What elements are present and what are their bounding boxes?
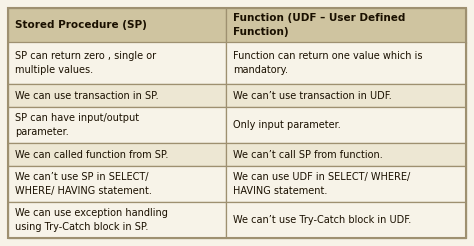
Bar [8, 43, 226, 84]
Text: We can’t call SP from function.: We can’t call SP from function. [233, 150, 383, 160]
Text: We can’t use SP in SELECT/
WHERE/ HAVING statement.: We can’t use SP in SELECT/ WHERE/ HAVING… [15, 172, 152, 196]
Text: SP can have input/output
parameter.: SP can have input/output parameter. [15, 113, 139, 137]
Text: We can’t use transaction in UDF.: We can’t use transaction in UDF. [233, 91, 392, 101]
Bar [8, 84, 226, 107]
Bar [8, 202, 226, 238]
Bar [8, 8, 226, 43]
Text: We can use UDF in SELECT/ WHERE/
HAVING statement.: We can use UDF in SELECT/ WHERE/ HAVING … [233, 172, 410, 196]
Bar [226, 166, 466, 202]
Bar [8, 166, 226, 202]
Text: SP can return zero , single or
multiple values.: SP can return zero , single or multiple … [15, 51, 156, 75]
Bar [8, 143, 226, 166]
Text: We can called function from SP.: We can called function from SP. [15, 150, 168, 160]
Bar [226, 84, 466, 107]
Bar [226, 43, 466, 84]
Text: We can use transaction in SP.: We can use transaction in SP. [15, 91, 159, 101]
Bar [226, 107, 466, 143]
Bar [226, 202, 466, 238]
Text: Function can return one value which is
mandatory.: Function can return one value which is m… [233, 51, 422, 75]
Text: We can’t use Try-Catch block in UDF.: We can’t use Try-Catch block in UDF. [233, 215, 411, 225]
Bar [8, 107, 226, 143]
Text: Stored Procedure (SP): Stored Procedure (SP) [15, 20, 147, 30]
Bar [226, 8, 466, 43]
Bar [226, 143, 466, 166]
Text: Function (UDF – User Defined
Function): Function (UDF – User Defined Function) [233, 13, 405, 37]
Text: We can use exception handling
using Try-Catch block in SP.: We can use exception handling using Try-… [15, 208, 168, 232]
Text: Only input parameter.: Only input parameter. [233, 120, 341, 130]
